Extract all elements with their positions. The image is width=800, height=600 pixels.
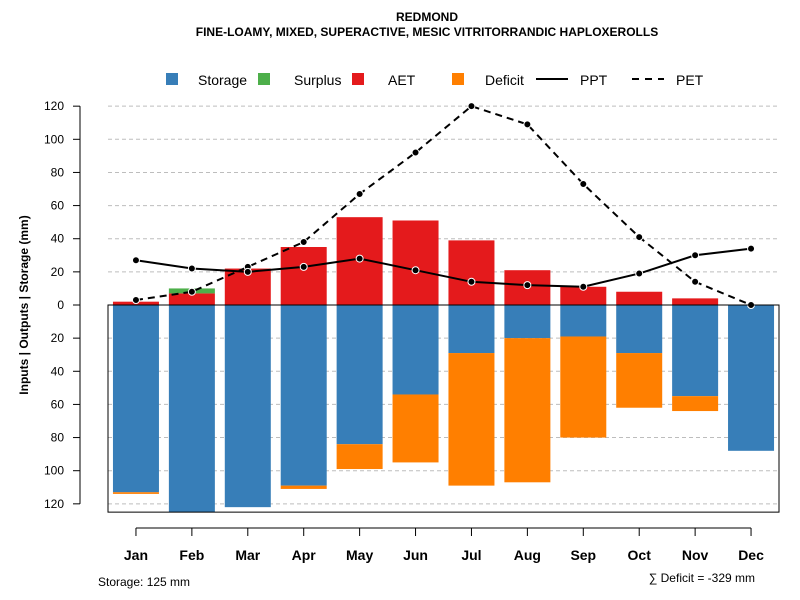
lower-frame xyxy=(107,304,780,513)
ppt-point-nov xyxy=(691,251,700,260)
deficit-note: ∑ Deficit = -329 mm xyxy=(649,571,755,585)
pet-point-jun xyxy=(411,148,420,157)
bar-deficit-sep xyxy=(560,336,607,438)
legend-swatch-storage xyxy=(166,73,178,85)
bar-storage-may xyxy=(336,305,383,445)
legend-label-deficit: Deficit xyxy=(485,72,524,88)
x-tick-label-nov: Nov xyxy=(682,547,709,563)
bar-storage-mar xyxy=(224,305,271,508)
y-tick-label: 0 xyxy=(57,298,64,312)
legend-label-ppt: PPT xyxy=(580,72,608,88)
bar-deficit-may xyxy=(336,444,383,470)
ppt-point-dec xyxy=(747,244,756,253)
y-tick-label: 20 xyxy=(51,331,65,345)
legend: Storage Surplus AET Deficit PPT PET xyxy=(166,72,704,88)
pet-point-oct xyxy=(635,233,644,242)
pet-point-nov xyxy=(691,277,700,286)
bar-aet-feb xyxy=(168,293,215,305)
axes: 120 100 80 60 40 20 0 20 40 60 80 100 120 Jan Feb Mar Ap… xyxy=(44,99,780,563)
bar-storage-jan xyxy=(112,305,159,493)
y-tick-label: 100 xyxy=(44,132,64,146)
bar-deficit-aug xyxy=(504,338,551,483)
bar-deficit-nov xyxy=(672,396,719,412)
bar-storage-apr xyxy=(280,305,327,486)
bar-aet-oct xyxy=(616,291,663,305)
chart-title: REDMOND xyxy=(396,10,458,24)
x-tick-label-may: May xyxy=(346,547,373,563)
pet-point-may xyxy=(355,189,364,198)
legend-label-pet: PET xyxy=(676,72,704,88)
ppt-point-aug xyxy=(523,281,532,290)
pet-point-feb xyxy=(187,287,196,296)
bar-aet-jun xyxy=(392,220,439,305)
y-tick-label: 80 xyxy=(51,431,65,445)
pet-point-aug xyxy=(523,120,532,129)
bar-deficit-apr xyxy=(280,485,327,489)
legend-swatch-aet xyxy=(352,73,364,85)
ppt-point-apr xyxy=(299,262,308,271)
x-tick-label-mar: Mar xyxy=(235,547,260,563)
series-lines xyxy=(131,102,756,309)
ppt-point-jan xyxy=(131,256,140,265)
legend-swatch-deficit xyxy=(452,73,464,85)
pet-line xyxy=(135,105,752,306)
bar-deficit-jun xyxy=(392,394,439,463)
ppt-point-mar xyxy=(243,267,252,276)
y-axis-label: Inputs | Outputs | Storage (mm) xyxy=(17,215,31,394)
bar-aet-jul xyxy=(448,240,495,305)
y-tick-label: 20 xyxy=(51,265,65,279)
bar-aet-apr xyxy=(280,247,327,305)
bars xyxy=(112,217,775,513)
pet-point-sep xyxy=(579,180,588,189)
ppt-point-sep xyxy=(579,282,588,291)
x-tick-label-jul: Jul xyxy=(461,547,481,563)
legend-label-surplus: Surplus xyxy=(294,72,341,88)
y-tick-label: 40 xyxy=(51,364,65,378)
bar-storage-feb xyxy=(168,305,215,513)
y-tick-label: 120 xyxy=(44,99,64,113)
y-tick-label: 60 xyxy=(51,397,65,411)
x-tick-label-aug: Aug xyxy=(514,547,541,563)
legend-swatch-surplus xyxy=(258,73,270,85)
storage-note: Storage: 125 mm xyxy=(98,575,190,589)
x-tick-label-jun: Jun xyxy=(403,547,428,563)
bar-deficit-jan xyxy=(112,492,159,494)
bar-aet-sep xyxy=(560,286,607,305)
legend-label-aet: AET xyxy=(388,72,416,88)
bar-storage-aug xyxy=(504,305,551,339)
x-tick-label-dec: Dec xyxy=(738,547,764,563)
bar-storage-oct xyxy=(616,305,663,354)
pet-point-jul xyxy=(467,102,476,111)
pet-point-apr xyxy=(299,238,308,247)
y-tick-label: 40 xyxy=(51,232,65,246)
ppt-point-jun xyxy=(411,266,420,275)
bar-storage-sep xyxy=(560,305,607,337)
y-tick-label: 80 xyxy=(51,165,65,179)
ppt-point-feb xyxy=(187,264,196,273)
pet-point-jan xyxy=(131,296,140,305)
chart-subtitle: FINE-LOAMY, MIXED, SUPERACTIVE, MESIC VI… xyxy=(196,25,658,39)
bar-deficit-jul xyxy=(448,353,495,486)
y-tick-label: 60 xyxy=(51,199,65,213)
x-tick-label-apr: Apr xyxy=(292,547,317,563)
y-tick-label: 100 xyxy=(44,464,64,478)
x-tick-label-jan: Jan xyxy=(124,547,148,563)
bar-aet-nov xyxy=(672,298,719,305)
ppt-point-jul xyxy=(467,277,476,286)
bar-storage-dec xyxy=(728,305,775,451)
y-tick-label: 120 xyxy=(44,497,64,511)
bar-storage-jun xyxy=(392,305,439,395)
x-tick-label-feb: Feb xyxy=(179,547,204,563)
bar-storage-jul xyxy=(448,305,495,354)
bar-storage-nov xyxy=(672,305,719,397)
x-tick-label-oct: Oct xyxy=(628,547,652,563)
x-tick-label-sep: Sep xyxy=(570,547,596,563)
legend-label-storage: Storage xyxy=(198,72,247,88)
ppt-point-oct xyxy=(635,269,644,278)
ppt-line xyxy=(135,247,752,288)
bar-deficit-oct xyxy=(616,353,663,408)
ppt-point-may xyxy=(355,254,364,263)
